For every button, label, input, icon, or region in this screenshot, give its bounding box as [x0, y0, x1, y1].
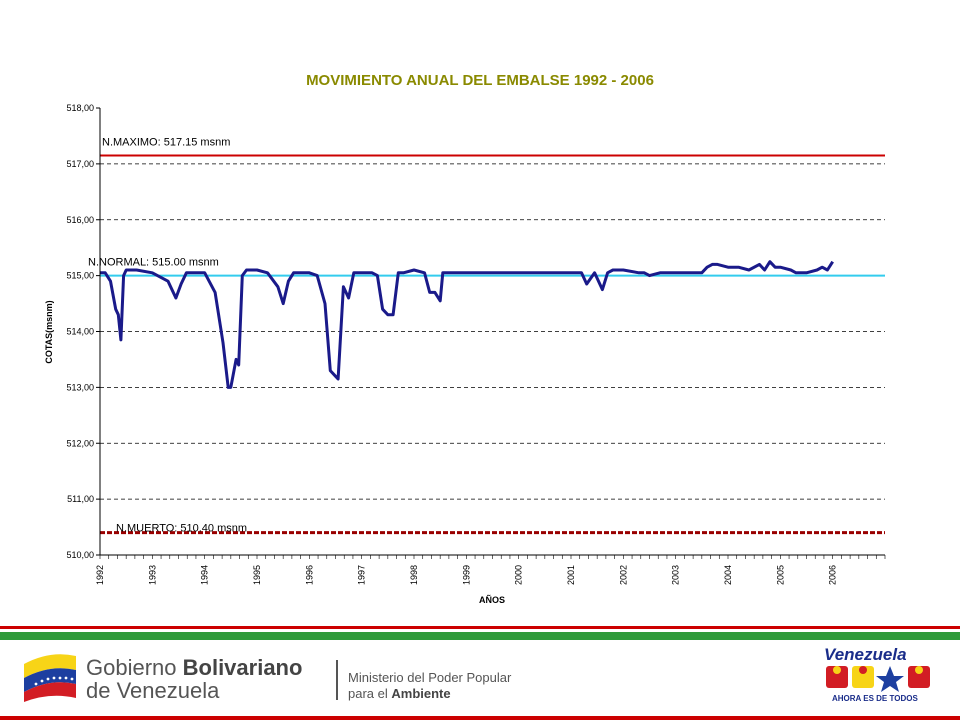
x-tick-label: 2006: [828, 565, 838, 585]
y-tick-label: 516,00: [66, 215, 94, 225]
x-tick-label: 2001: [566, 565, 576, 585]
brand-slogan: AHORA ES DE TODOS: [832, 694, 918, 703]
footer-stripe-green: [0, 632, 960, 640]
x-tick-label: 2002: [618, 565, 628, 585]
footer-stripe-red: [0, 626, 960, 629]
chart-title: MOVIMIENTO ANUAL DEL EMBALSE 1992 - 2006: [306, 72, 654, 89]
y-tick-label: 514,00: [66, 327, 94, 337]
footer-stripe-bottom: [0, 716, 960, 720]
x-tick-label: 1998: [409, 565, 419, 585]
y-tick-label: 515,00: [66, 271, 94, 281]
x-tick-label: 1994: [200, 565, 210, 585]
y-tick-label: 510,00: [66, 550, 94, 560]
x-tick-label: 1997: [357, 565, 367, 585]
brand-word: Venezuela: [824, 645, 907, 664]
chart: MOVIMIENTO ANUAL DEL EMBALSE 1992 - 2006…: [44, 72, 886, 605]
x-axis-ticks: 1992 1993 1994 1995 1996 1997 1998 1999 2000 2001…: [95, 555, 886, 585]
x-tick-label: 2003: [671, 565, 681, 585]
series-line: [100, 260, 834, 389]
reference-line-label: N.NORMAL: 515.00 msnm: [88, 257, 219, 269]
y-tick-label: 513,00: [66, 382, 94, 392]
y-tick-label: 518,00: [66, 103, 94, 113]
reference-lines: N.MAXIMO: 517.15 msnm N.NORMAL: 515.00 ms…: [88, 136, 885, 535]
x-tick-label: 1999: [461, 565, 471, 585]
footer-divider: [336, 660, 338, 700]
ministry-name-line1: Ministerio del Poder Popular: [348, 670, 512, 685]
x-tick-label: 2004: [723, 565, 733, 585]
x-axis-label: AÑOS: [479, 595, 505, 605]
x-tick-label: 1992: [95, 565, 105, 585]
footer: [0, 622, 960, 720]
venezuela-brand-logo: [826, 666, 930, 692]
government-name-line1: Gobierno Bolivariano: [86, 655, 303, 680]
ministry-name-line2: para el Ambiente: [348, 686, 451, 701]
y-tick-label: 517,00: [66, 159, 94, 169]
y-axis-ticks: 510,00 511,00 512,00 513,00 514,00 515,00 516,…: [66, 103, 100, 560]
y-axis-label: COTAS(msnm): [44, 300, 54, 363]
x-tick-label: 2000: [514, 565, 524, 585]
government-logo-icon: [24, 654, 76, 702]
reference-line-label: N.MUERTO: 510.40 msnm: [116, 523, 247, 535]
y-tick-label: 511,00: [67, 494, 94, 504]
x-tick-label: 1995: [252, 565, 262, 585]
x-tick-label: 1993: [147, 565, 157, 585]
x-tick-label: 1996: [304, 565, 314, 585]
government-name-line2: de Venezuela: [86, 678, 220, 703]
y-tick-label: 512,00: [66, 438, 94, 448]
reference-line-label: N.MAXIMO: 517.15 msnm: [102, 136, 230, 148]
x-tick-label: 2005: [775, 565, 785, 585]
